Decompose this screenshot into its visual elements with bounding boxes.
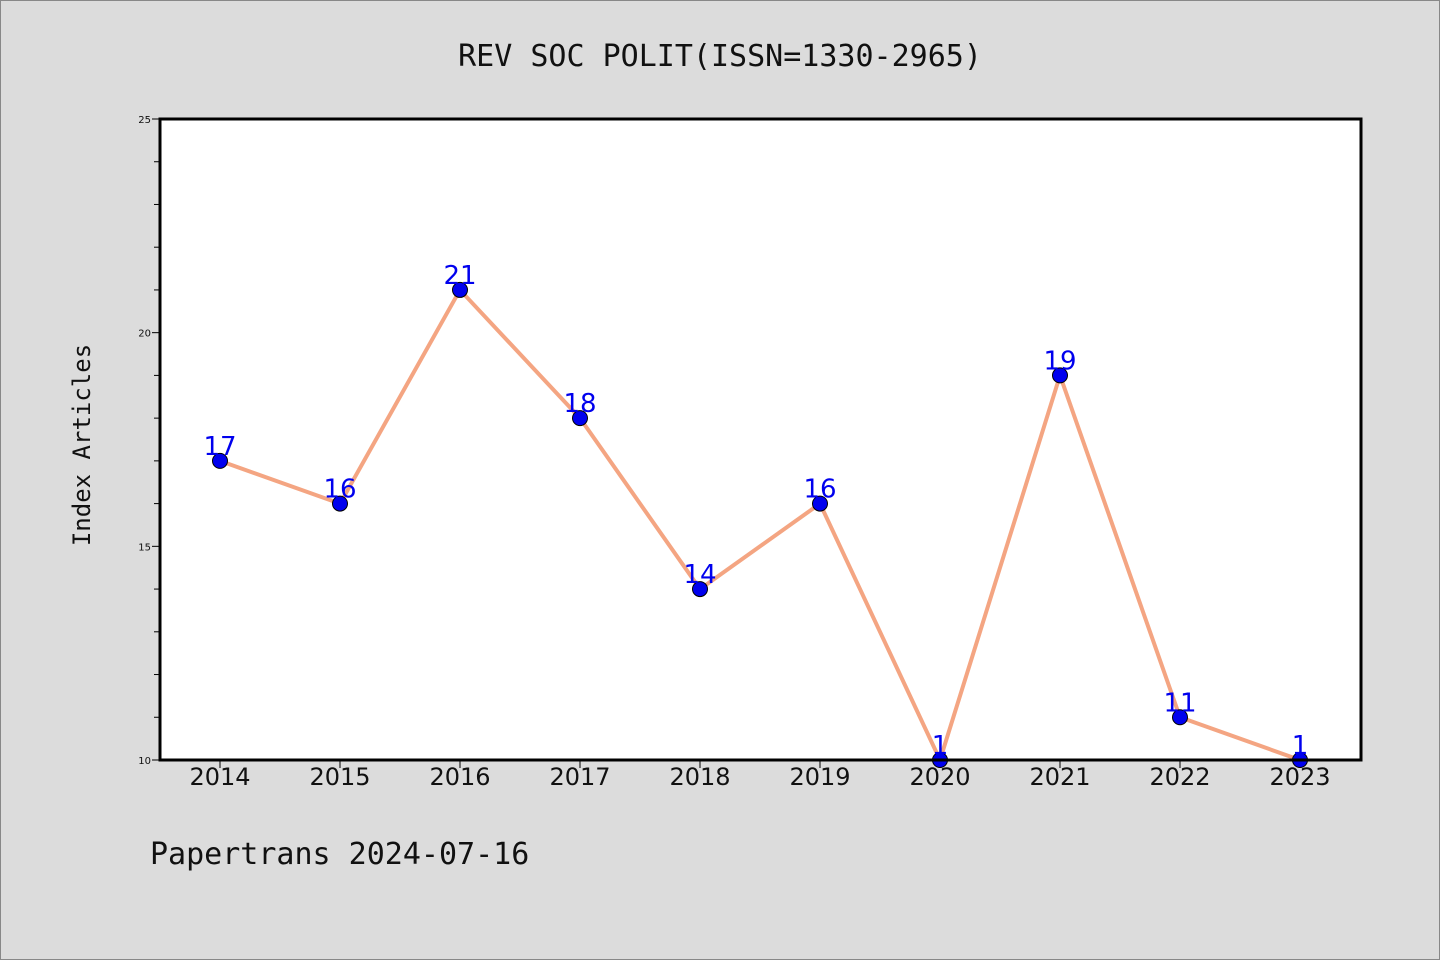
series-line-group [219,287,1301,762]
y-tick-label: 20 [138,329,151,340]
series-line [219,287,1301,762]
y-tick-label: 25 [138,115,151,126]
plot-area [160,119,1361,760]
x-tick-label: 2015 [309,763,370,791]
data-label: 14 [683,560,716,590]
data-point [692,581,708,598]
x-tick-label: 2017 [549,763,610,791]
x-tick-label: 2020 [909,763,970,791]
footer-text: Papertrans 2024-07-16 [150,837,529,872]
x-tick-label: 2016 [429,763,490,791]
x-tick-label: 2023 [1269,763,1330,791]
plot-frame [158,117,1363,762]
marker-group [212,281,1308,768]
x-tick-labels: 2014 2015 2016 2017 2018 2019 2020 2021 2022 2023 [189,763,1330,791]
y-tick-label: 10 [138,756,151,767]
x-tick-label: 2019 [789,763,850,791]
data-point [1052,367,1068,384]
data-point [572,410,588,427]
y-tick-label: 15 [138,542,151,553]
data-label: 17 [203,432,236,462]
data-label: 11 [1163,688,1196,718]
x-tick-label: 2014 [189,763,250,791]
data-label: 16 [803,475,836,505]
data-label: 16 [323,475,356,505]
chart-title: REV SOC POLIT(ISSN=1330-2965) [458,39,982,74]
x-tick-label: 2021 [1029,763,1090,791]
x-tick-label: 2018 [669,763,730,791]
data-point [332,495,348,512]
x-tick-label: 2022 [1149,763,1210,791]
data-label: 1 [932,731,949,761]
data-label: 21 [443,261,476,291]
y-axis-label: Index Articles [68,344,96,546]
data-point [212,452,228,469]
data-point [812,495,828,512]
data-label: 19 [1043,346,1076,376]
data-point [1172,709,1188,726]
data-point [452,281,468,298]
data-label: 1 [1292,731,1309,761]
data-label: 18 [563,389,596,419]
